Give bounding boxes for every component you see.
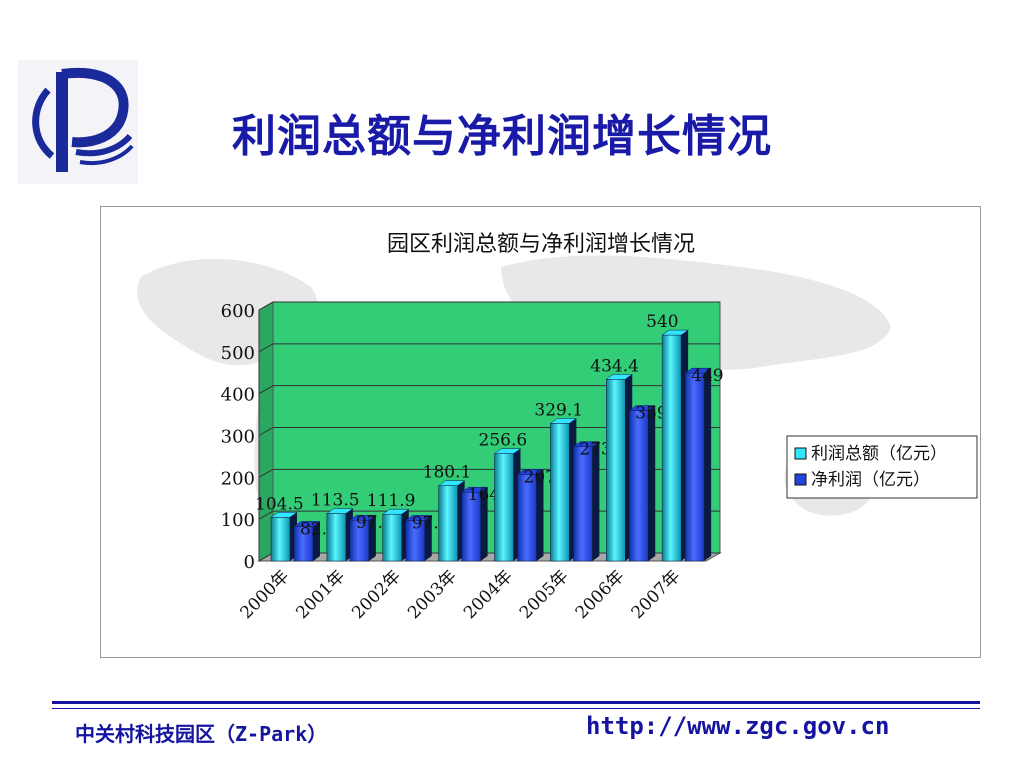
data-label: 111.9 [367, 491, 416, 511]
chart-title: 园区利润总额与净利润增长情况 [387, 232, 695, 257]
data-label: 180.1 [423, 463, 472, 483]
data-label: 113.5 [311, 491, 360, 511]
footer-divider-thin [52, 708, 980, 709]
bar-net-profit [573, 446, 593, 562]
x-tick-label: 2002年 [348, 566, 405, 623]
bar-top [381, 508, 410, 515]
bar-side [368, 515, 376, 561]
y-tick-label: 400 [221, 385, 255, 406]
y-tick-label: 500 [221, 343, 255, 364]
legend-label: 净利润（亿元） [811, 470, 930, 490]
park-logo [18, 60, 138, 184]
bar-top [684, 367, 712, 374]
y-tick-label: 300 [221, 427, 255, 448]
data-label: 434.4 [590, 356, 639, 376]
y-tick-label: 0 [244, 552, 255, 573]
data-label: 540 [646, 312, 678, 332]
gridline [258, 301, 720, 311]
gridline [258, 343, 720, 353]
bar-top [549, 418, 578, 424]
bar-top [293, 521, 321, 527]
bar-top [270, 512, 298, 518]
bar-top [437, 480, 466, 486]
bar-total-profit [326, 513, 347, 562]
bar-top [460, 486, 489, 493]
y-tick-label: 600 [221, 301, 255, 322]
x-tick-label: 2005年 [516, 566, 573, 623]
bar-side [648, 405, 656, 561]
x-tick-label: 2006年 [572, 566, 629, 623]
bar-side [313, 521, 320, 561]
bar-side [424, 515, 432, 561]
y-tick-label: 200 [221, 468, 255, 489]
legend-swatch [794, 447, 807, 460]
bar-top [404, 515, 433, 521]
footer-divider [52, 701, 980, 704]
bar-top [628, 405, 657, 411]
bar-total-profit [550, 423, 570, 562]
legend-swatch [794, 473, 807, 486]
bar-total-profit [606, 379, 626, 562]
data-label: 329.1 [534, 400, 583, 420]
y-tick-label: 100 [221, 510, 255, 531]
bar-side [536, 469, 544, 561]
x-tick-label: 2000年 [237, 566, 294, 623]
bar-total-profit [661, 334, 682, 562]
data-label: 449 [691, 366, 723, 386]
legend-label: 利润总额（亿元） [811, 444, 947, 464]
bar-top [605, 374, 634, 380]
bar-net-profit [684, 372, 705, 562]
bar-side [592, 441, 600, 561]
x-tick-label: 2001年 [292, 566, 349, 623]
bar-top [493, 448, 522, 454]
bar-top [572, 441, 601, 447]
bar-total-profit [494, 453, 514, 562]
bar-side [704, 368, 712, 561]
x-tick-label: 2004年 [460, 566, 517, 623]
bar-chart: 园区利润总额与净利润增长情况0100200300400500600104.582… [137, 232, 978, 623]
legend-box [786, 435, 978, 499]
x-tick-label: 2003年 [404, 566, 461, 623]
gridline [258, 385, 720, 395]
bar-side [480, 487, 488, 561]
bar-top [349, 514, 377, 521]
bar-top [661, 329, 689, 336]
bar-total-profit [382, 513, 402, 562]
x-tick-label: 2007年 [628, 566, 685, 623]
data-label: 256.6 [479, 431, 528, 451]
footer-organization: 中关村科技园区（Z-Park） [75, 722, 328, 746]
bar-net-profit [629, 410, 649, 562]
bar-top [326, 508, 354, 514]
bar-total-profit [438, 485, 458, 562]
data-label: 104.5 [255, 494, 304, 514]
bar-top [516, 469, 545, 475]
bar-total-profit [270, 517, 291, 562]
chart-frame: 园区利润总额与净利润增长情况 0 100 200 300 400 500 600 104.5 82… [100, 206, 981, 658]
slide-title: 利润总额与净利润增长情况 [232, 111, 772, 162]
footer-url-link[interactable]: http://www.zgc.gov.cn [586, 712, 890, 740]
